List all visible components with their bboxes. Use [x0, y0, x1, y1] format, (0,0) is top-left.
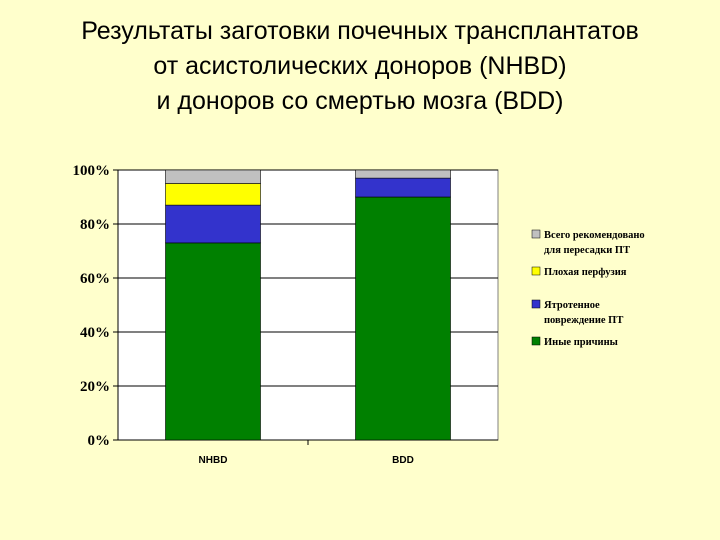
x-category-label: NHBD	[199, 455, 228, 466]
x-category-label: BDD	[392, 455, 414, 466]
y-tick-label: 20%	[80, 379, 110, 395]
legend-label: Ятротенное повреждение ПТ	[544, 300, 623, 326]
bar-segment	[355, 177, 451, 198]
legend-swatch	[531, 336, 541, 346]
title-line-3: и доноров со смертью мозга (BDD)	[156, 87, 564, 115]
y-tick-label: 0%	[88, 433, 111, 449]
legend-swatch	[531, 266, 541, 276]
title-line-2: от асистолических доноров (NHBD)	[153, 52, 567, 80]
y-tick-label: 40%	[80, 325, 110, 341]
legend-label: Иные причины	[544, 337, 618, 348]
legend-swatch	[531, 229, 541, 239]
bar-segment	[165, 204, 261, 244]
y-tick-label: 60%	[80, 271, 110, 287]
bar-segment	[165, 183, 261, 206]
stacked-bar-chart: 0% 20% 40% 60% 80% 100% NHBD BDD Всего рекомендо…	[73, 163, 645, 466]
title-line-1: Результаты заготовки почечных трансплант…	[81, 17, 639, 45]
bar-segment	[165, 242, 261, 441]
y-tick-label: 80%	[80, 217, 110, 233]
legend-label: Всего рекомендовано для пересадки ПТ	[544, 230, 645, 256]
bar-segment	[355, 169, 451, 179]
bar-segment	[165, 169, 261, 184]
bar-segment	[355, 196, 451, 441]
legend-swatch	[531, 299, 541, 309]
legend-label: Плохая перфузия	[544, 267, 627, 278]
slide-title: Результаты заготовки почечных трансплант…	[0, 14, 720, 119]
y-tick-label: 100%	[73, 163, 111, 179]
